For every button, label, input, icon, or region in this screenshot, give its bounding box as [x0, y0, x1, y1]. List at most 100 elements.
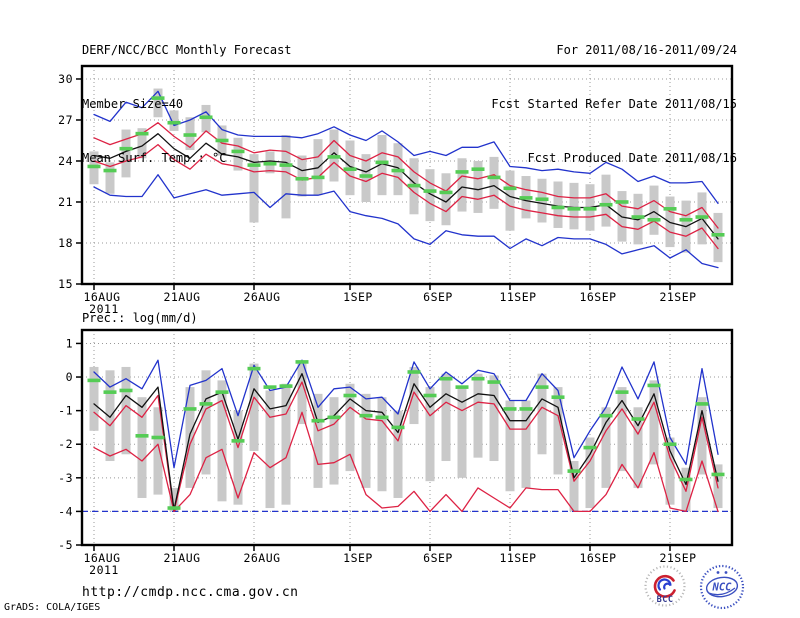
member-range-bar — [553, 387, 563, 475]
ensemble-median — [375, 160, 389, 165]
ensemble-median — [679, 217, 693, 222]
ensemble-median — [311, 418, 325, 423]
ensemble-median — [183, 407, 197, 411]
member-range-bar — [473, 160, 483, 213]
ensemble-median — [583, 207, 597, 211]
logos: BCC NCC — [638, 560, 760, 616]
ensemble-median — [119, 388, 133, 393]
member-range-bar — [169, 487, 179, 512]
member-range-bar — [201, 370, 211, 475]
y-tick-label: 15 — [58, 277, 73, 291]
ensemble-median — [455, 385, 469, 389]
member-range-bar — [249, 154, 259, 223]
member-range-bar — [425, 387, 435, 482]
ensemble-median — [439, 190, 453, 195]
ensemble-median — [599, 413, 613, 418]
member-range-bar — [137, 128, 147, 159]
x-tick-label: 11SEP — [499, 290, 536, 304]
member-range-bar — [345, 383, 355, 472]
ensemble-median — [215, 138, 229, 143]
ensemble-median — [503, 407, 517, 411]
ensemble-median — [471, 167, 485, 171]
x-tick-label: 16SEP — [579, 290, 616, 304]
member-range-bar — [601, 407, 611, 488]
member-range-bar — [457, 158, 467, 212]
x-tick-year-label: 2011 — [89, 302, 119, 316]
member-range-bar — [617, 387, 627, 472]
member-range-bar — [713, 212, 723, 263]
member-range-bar — [569, 182, 579, 230]
member-range-bar — [121, 129, 131, 178]
member-range-bar — [393, 410, 403, 498]
member-range-bar — [441, 173, 451, 226]
y-tick-label: 27 — [58, 113, 73, 127]
ensemble-median — [327, 415, 341, 420]
ensemble-median — [599, 202, 613, 207]
member-range-bar — [505, 170, 515, 231]
member-size-label: Member Size=40 — [82, 97, 184, 111]
member-range-bar — [121, 366, 131, 455]
member-range-bar — [153, 407, 163, 495]
logo-canvas: BCC NCC — [642, 563, 745, 610]
member-range-bar — [649, 380, 659, 465]
ensemble-median — [631, 215, 645, 219]
ensemble-median — [615, 200, 629, 204]
ensemble-median — [279, 384, 293, 388]
ensemble-median — [695, 402, 709, 406]
series-ensemble-mean — [93, 373, 719, 511]
ensemble-median — [535, 197, 549, 202]
x-tick-label: 21SEP — [659, 290, 696, 304]
median-dashes — [87, 360, 725, 510]
bcc-logo: BCC — [642, 563, 688, 609]
ensemble-median — [567, 469, 581, 473]
member-range-bar — [137, 397, 147, 498]
x-tick-label: 16SEP — [579, 551, 616, 565]
ensemble-median — [711, 232, 725, 237]
y-tick-label: 1 — [66, 336, 73, 350]
member-range-bar — [169, 110, 179, 131]
ensemble-median — [391, 425, 405, 430]
ensemble-median — [695, 215, 709, 219]
ensemble-median — [103, 168, 117, 173]
ensemble-median — [375, 415, 389, 420]
ensemble-median — [247, 163, 261, 167]
ncc-swoosh-icon — [708, 587, 736, 596]
y-tick-label: 0 — [66, 370, 73, 384]
ensemble-median — [151, 435, 165, 440]
ncc-wreath-icon — [699, 564, 745, 610]
x-tick-label: 1SEP — [343, 551, 373, 565]
series-ensemble-max — [93, 359, 719, 469]
ensemble-median — [311, 175, 325, 180]
header-right: For 2011/08/16-2011/09/24 Fcst Started R… — [491, 5, 737, 203]
ensemble-median — [231, 439, 245, 443]
member-range-bar — [281, 383, 291, 505]
header-left: DERF/NCC/BCC Monthly Forecast Member Siz… — [82, 5, 292, 203]
page-title: DERF/NCC/BCC Monthly Forecast — [82, 43, 292, 57]
precipitation-chart-title: Prec.: log(mm/d) — [82, 311, 198, 325]
x-tick-label: 21SEP — [659, 551, 696, 565]
member-range-bar — [265, 390, 275, 509]
ensemble-median — [263, 385, 277, 389]
member-range-bar — [377, 135, 387, 196]
member-range-bar — [441, 373, 451, 462]
ncc-logo: NCC — [699, 564, 745, 610]
bcc-red-cloud-icon — [653, 574, 676, 598]
ensemble-median — [87, 164, 101, 169]
ensemble-median — [567, 207, 581, 211]
member-range-bar — [105, 162, 115, 194]
ensemble-median — [151, 96, 165, 100]
ensemble-median — [231, 149, 245, 154]
member-range-bar — [649, 185, 659, 235]
member-range-bar — [217, 380, 227, 502]
ncc-top-mark-left — [716, 571, 720, 574]
ensemble-median — [295, 176, 309, 181]
refer-date-label: Fcst Started Refer Date 2011/08/15 — [491, 97, 737, 111]
y-tick-label: -5 — [58, 538, 73, 552]
ensemble-median — [199, 402, 213, 406]
x-tick-label: 26AUG — [243, 551, 280, 565]
ensemble-median — [295, 360, 309, 364]
ensemble-median — [391, 168, 405, 173]
